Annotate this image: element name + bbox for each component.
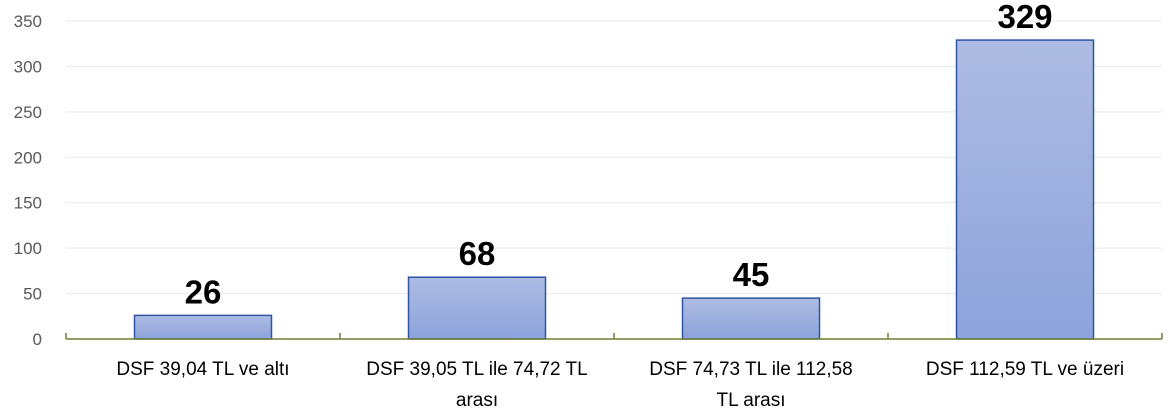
x-category-label: TL arası xyxy=(717,390,786,411)
y-tick-label: 300 xyxy=(14,57,42,76)
y-tick-label: 100 xyxy=(14,239,42,258)
data-label: 26 xyxy=(185,273,222,310)
y-tick-label: 50 xyxy=(23,285,42,304)
data-label: 45 xyxy=(733,256,770,293)
y-tick-label: 0 xyxy=(33,330,42,349)
gridlines xyxy=(66,20,1162,295)
bars xyxy=(133,39,1095,340)
x-axis-category-labels: DSF 39,04 TL ve altı DSF 39,05 TL ile 74,… xyxy=(116,359,1124,411)
x-category-label: DSF 39,04 TL ve altı xyxy=(116,359,289,380)
bar xyxy=(955,39,1095,340)
x-category-label: DSF 74,73 TL ile 112,58 xyxy=(649,359,853,380)
bar xyxy=(133,314,273,340)
data-labels: 26 68 45 329 xyxy=(185,0,1053,310)
data-label: 68 xyxy=(459,235,496,272)
y-axis-tick-labels: 0 50 100 150 200 250 300 350 xyxy=(14,12,42,349)
x-category-label: arası xyxy=(456,390,498,411)
y-tick-label: 200 xyxy=(14,148,42,167)
y-tick-label: 250 xyxy=(14,103,42,122)
x-category-label: DSF 112,59 TL ve üzeri xyxy=(926,359,1124,380)
y-tick-label: 150 xyxy=(14,194,42,213)
y-tick-label: 350 xyxy=(14,12,42,31)
data-label: 329 xyxy=(997,0,1052,35)
bar xyxy=(681,297,821,340)
x-axis xyxy=(65,333,1163,340)
x-category-label: DSF 39,05 TL ile 74,72 TL xyxy=(366,359,587,380)
bar xyxy=(407,276,547,340)
